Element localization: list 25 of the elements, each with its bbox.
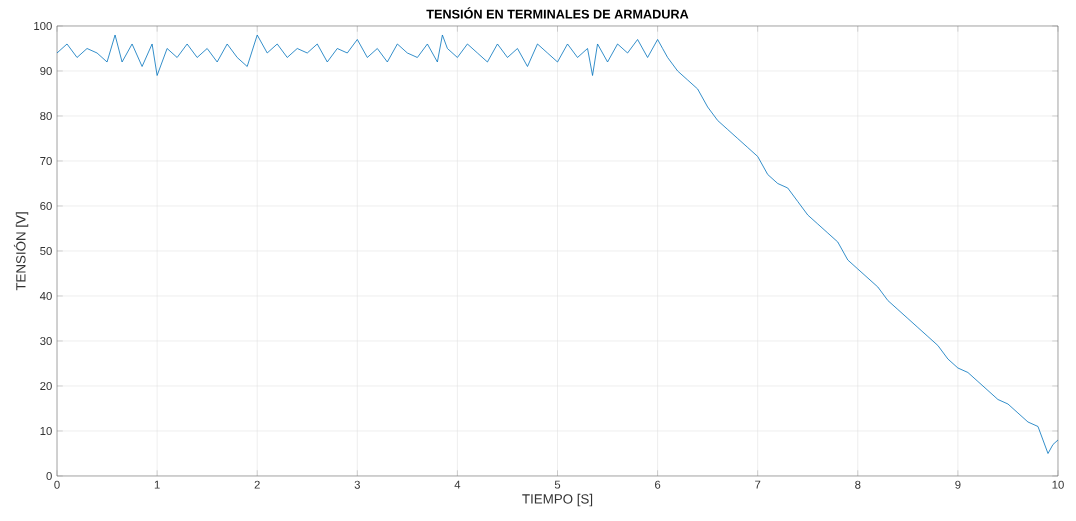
chart-title: TENSIÓN EN TERMINALES DE ARMADURA xyxy=(426,7,689,19)
x-tick-label: 4 xyxy=(454,480,461,489)
y-tick-label: 70 xyxy=(40,156,52,165)
x-axis-title: TIEMPO [S] xyxy=(522,493,593,507)
x-tick-label: 5 xyxy=(554,480,561,489)
y-tick-label: 90 xyxy=(40,66,52,75)
y-tick-label: 20 xyxy=(40,381,52,390)
y-tick-label: 0 xyxy=(46,471,52,480)
y-tick-label: 100 xyxy=(34,21,52,30)
x-tick-label: 8 xyxy=(855,480,861,489)
x-tick-label: 10 xyxy=(1052,480,1064,489)
y-axis-title: TENSIÓN [V] xyxy=(13,212,29,291)
y-tick-label: 10 xyxy=(40,426,52,435)
y-tick-label: 30 xyxy=(40,336,52,345)
x-tick-label: 9 xyxy=(955,480,961,489)
x-tick-label: 3 xyxy=(354,480,360,489)
y-tick-label: 40 xyxy=(39,291,52,300)
x-tick-label: 6 xyxy=(655,480,661,489)
x-tick-label: 1 xyxy=(154,480,160,489)
x-tick-label: 2 xyxy=(254,480,260,489)
y-tick-label: 60 xyxy=(40,201,52,210)
x-tick-label: 0 xyxy=(54,480,60,489)
y-tick-label: 80 xyxy=(40,111,52,120)
x-tick-label: 7 xyxy=(755,480,761,489)
y-tick-label: 50 xyxy=(40,246,52,255)
